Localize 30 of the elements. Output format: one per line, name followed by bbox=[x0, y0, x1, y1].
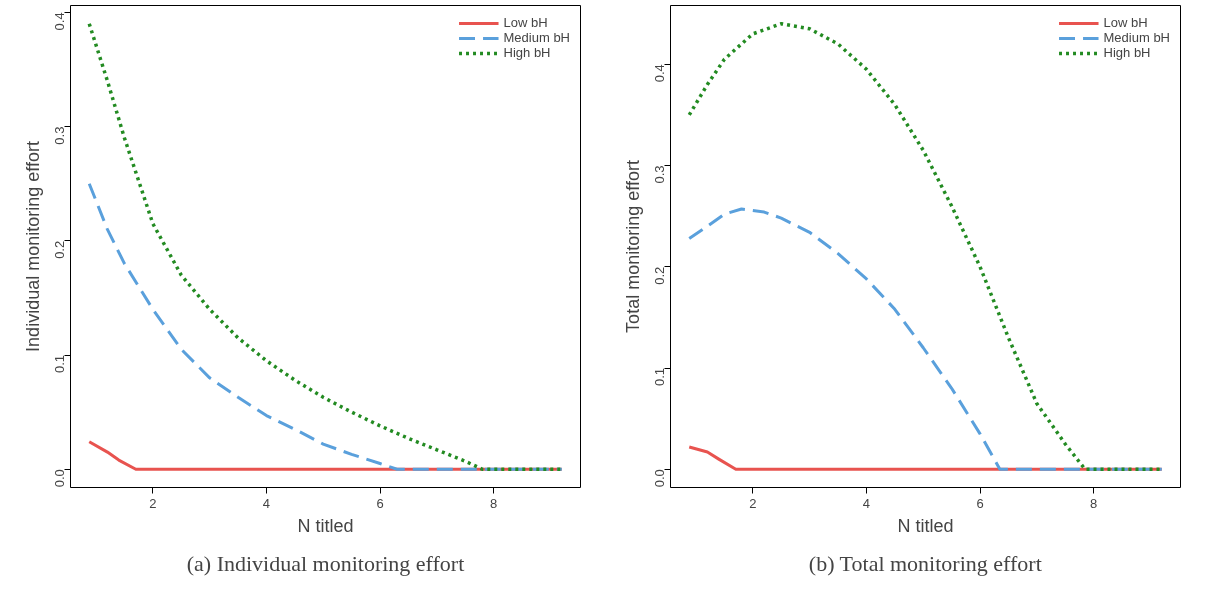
legend-label: Low bH bbox=[1103, 15, 1148, 30]
x-tick-label: 8 bbox=[489, 495, 498, 511]
y-tick-label: 0.4 bbox=[652, 64, 667, 83]
y-tick-label: 0.1 bbox=[652, 368, 667, 387]
y-axis-title: Total monitoring effort bbox=[622, 160, 643, 333]
legend-label: Medium bH bbox=[1103, 30, 1170, 45]
y-tick-label: 0.2 bbox=[52, 240, 67, 259]
text: (b) Total monitoring effort bbox=[808, 550, 1042, 576]
y-tick-label: 0.1 bbox=[52, 355, 67, 374]
y-tick-label: 0.0 bbox=[52, 469, 67, 488]
x-tick-label: 2 bbox=[749, 495, 757, 511]
text: (a) Individual monitoring effort bbox=[186, 550, 465, 576]
y-tick-label: 0.3 bbox=[52, 126, 67, 145]
x-tick-label: 4 bbox=[262, 495, 271, 511]
legend-label: High bH bbox=[1103, 45, 1151, 60]
x-axis-title: N titled bbox=[297, 515, 354, 536]
legend-label: High bH bbox=[503, 45, 551, 60]
y-axis-title: Individual monitoring effort bbox=[22, 141, 43, 352]
x-tick-label: 4 bbox=[862, 495, 871, 511]
y-tick-label: 0.3 bbox=[652, 165, 667, 184]
y-tick-label: 0.2 bbox=[652, 266, 667, 285]
x-tick-label: 6 bbox=[976, 495, 984, 511]
x-tick-label: 2 bbox=[149, 495, 157, 511]
x-tick-label: 6 bbox=[376, 495, 384, 511]
y-tick-label: 0.0 bbox=[652, 469, 667, 488]
y-tick-label: 0.4 bbox=[52, 12, 67, 31]
legend-label: Low bH bbox=[503, 15, 548, 30]
legend-label: Medium bH bbox=[503, 30, 570, 45]
x-tick-label: 8 bbox=[1089, 495, 1098, 511]
x-axis-title: N titled bbox=[897, 515, 954, 536]
